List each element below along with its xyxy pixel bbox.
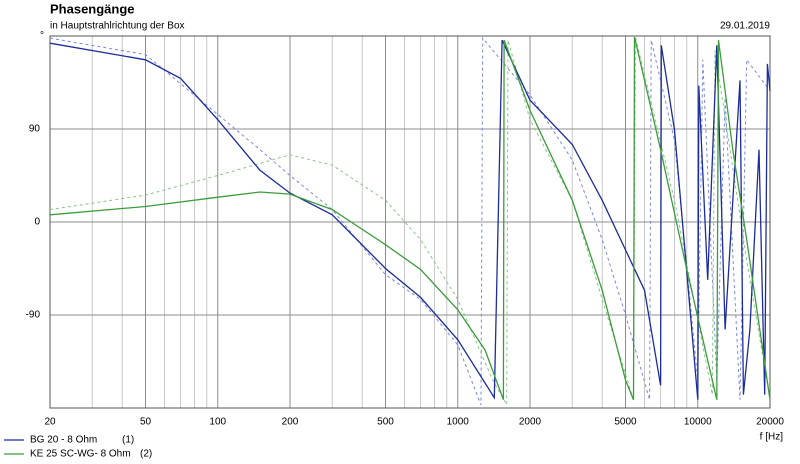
- legend-number: (2): [140, 449, 152, 460]
- x-tick-label: 10000: [684, 417, 712, 428]
- y-tick-label: -90: [26, 310, 41, 321]
- x-tick-label: 100: [209, 417, 226, 428]
- x-tick-label: 20000: [756, 417, 784, 428]
- x-axis-label: f [Hz]: [760, 432, 784, 443]
- legend-label: BG 20 - 8 Ohm: [30, 435, 97, 446]
- x-tick-label: 500: [377, 417, 394, 428]
- x-tick-label: 50: [140, 417, 152, 428]
- y-tick-label: 90: [29, 124, 41, 135]
- legend-number: (1): [122, 435, 134, 446]
- y-tick-label: 0: [34, 217, 40, 228]
- chart-subtitle: in Hauptstrahlrichtung der Box: [50, 21, 185, 32]
- y-tick-label: °: [40, 31, 44, 42]
- series-line: [49, 39, 771, 400]
- legend-label: KE 25 SC-WG- 8 Ohm: [30, 449, 131, 460]
- x-tick-label: 20: [44, 417, 56, 428]
- x-tick-label: 200: [282, 417, 299, 428]
- series-line: [49, 36, 771, 407]
- plot-border: [49, 35, 771, 409]
- series-line: [49, 36, 771, 400]
- chart-date: 29.01.2019: [720, 21, 770, 32]
- x-tick-label: 1000: [447, 417, 470, 428]
- x-tick-label: 2000: [519, 417, 542, 428]
- x-tick-label: 5000: [614, 417, 637, 428]
- chart-title: Phasengänge: [50, 1, 135, 16]
